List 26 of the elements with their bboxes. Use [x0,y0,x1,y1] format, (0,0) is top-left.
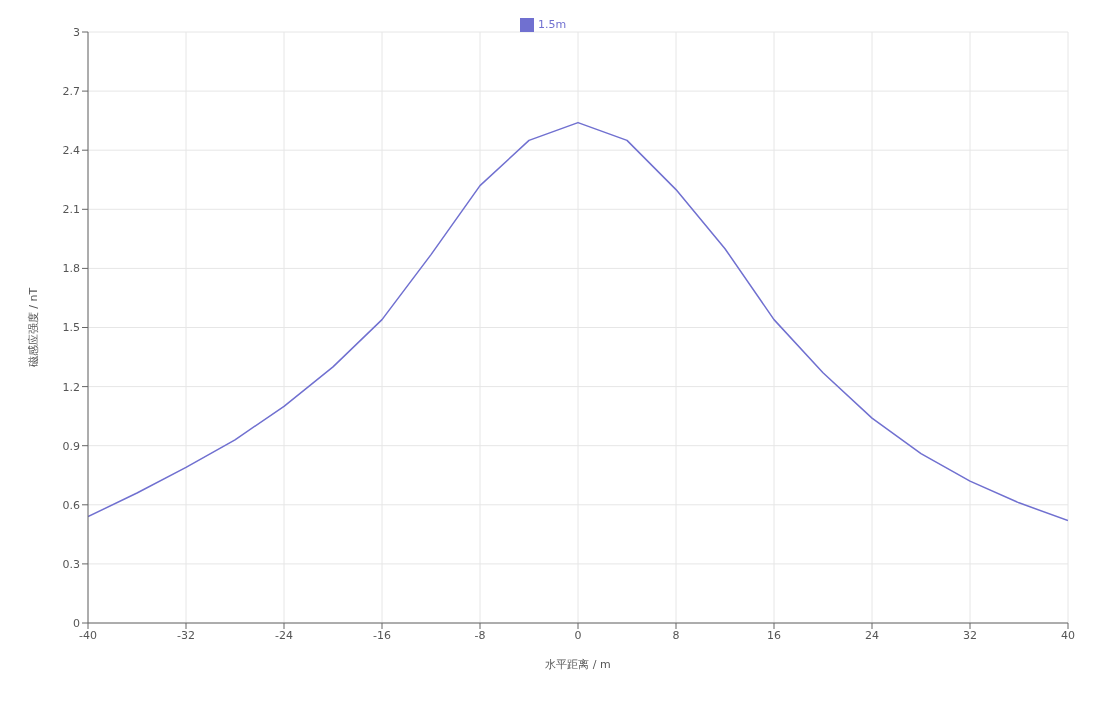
y-tick-label: 0 [73,616,80,630]
y-tick-label: 2.1 [62,203,80,217]
x-axis-title: 水平距离 / m [545,658,611,671]
x-tick-label: 16 [767,628,781,642]
y-tick-label: 0.3 [62,557,80,571]
line-series [88,121,1068,522]
y-tick-label: 2.4 [62,144,80,158]
y-tick-label: 3 [73,25,80,39]
x-tick-label: -16 [373,628,391,642]
x-tick-label: -24 [275,628,293,642]
x-tick-label: -40 [79,628,97,642]
y-tick-label: 1.8 [62,262,80,276]
x-tick-label: 24 [865,628,879,642]
x-tick-label: 0 [574,628,582,642]
y-tick-label: 0.6 [62,498,80,512]
y-tick-label: 1.2 [62,380,80,394]
legend-label: 1.5m [537,18,567,31]
y-tick-label: 2.7 [62,85,80,98]
x-tick-label: 40 [1061,628,1075,642]
y-tick-label: 0.9 [62,439,80,453]
x-tick-label: 32 [963,628,977,642]
x-tick-label: -32 [177,628,195,642]
x-tick-label: -8 [474,628,486,642]
x-tick-label: 8 [672,628,680,642]
y-axis-title: 磁感应强度 / nT [26,287,40,369]
y-tick-label: 1.5 [62,321,80,335]
